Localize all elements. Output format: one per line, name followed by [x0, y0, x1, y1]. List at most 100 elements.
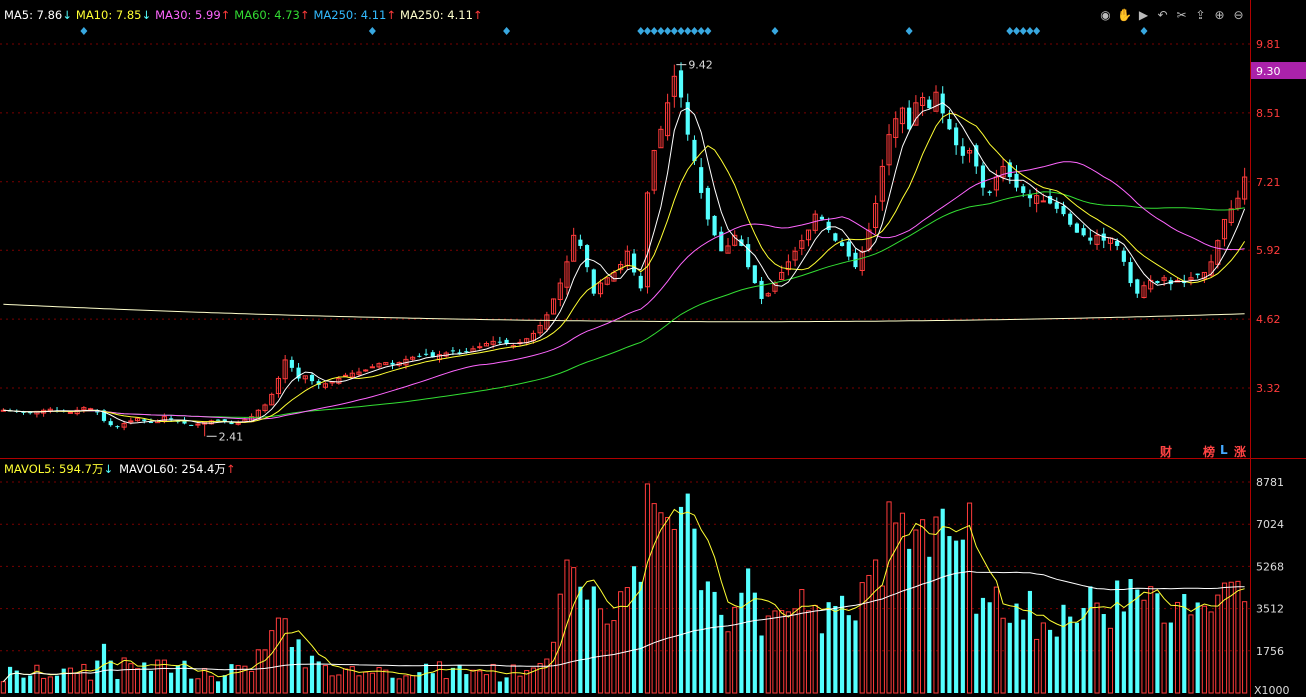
- volume-bar-up: [873, 559, 879, 694]
- volume-bar-up: [785, 611, 791, 694]
- volume-bar-down: [54, 675, 60, 693]
- candle-body-down: [169, 418, 174, 420]
- candle-body-up: [1201, 271, 1207, 280]
- volume-bar-down: [833, 605, 838, 693]
- candle-body-up: [1094, 234, 1100, 245]
- volume-bar-down: [289, 646, 294, 693]
- volume-bar-down: [1007, 622, 1012, 693]
- badge-1[interactable]: 榜: [1203, 445, 1216, 459]
- current-price-label: 9.30: [1256, 65, 1281, 78]
- volume-bar-down: [14, 670, 19, 693]
- candle-body-up: [88, 408, 94, 411]
- volume-bar-up: [893, 522, 899, 694]
- volume-bar-up: [1208, 611, 1214, 694]
- candle-body-down: [296, 367, 301, 379]
- volume-bar-up: [1201, 605, 1207, 694]
- candle-body-up: [920, 97, 926, 106]
- candle-body-up: [490, 340, 496, 345]
- volume-bar-up: [477, 670, 483, 694]
- volume-bar-up: [74, 672, 80, 694]
- candle-body-up: [665, 102, 671, 137]
- volume-bar-down: [222, 675, 227, 693]
- volume-bar-up: [155, 659, 161, 694]
- volume-bar-up: [1094, 602, 1100, 694]
- volume-bar-down: [1168, 622, 1173, 693]
- candle-body-down: [1061, 206, 1066, 215]
- ma60-line: [3, 191, 1245, 418]
- badge-0[interactable]: 财: [1160, 445, 1173, 459]
- candle-body-up: [282, 359, 288, 380]
- volume-bar-down: [739, 592, 744, 693]
- signal-marker: [503, 27, 511, 35]
- eye-icon[interactable]: ◉: [1100, 8, 1111, 22]
- volume-bar-down: [1088, 586, 1093, 693]
- candle-body-down: [826, 221, 831, 231]
- legend-arrow: ↑: [472, 8, 483, 22]
- volume-tick-label: 5268: [1256, 560, 1284, 573]
- volume-bar-down: [1128, 579, 1133, 693]
- scissors-icon[interactable]: ✂: [1176, 8, 1187, 22]
- candle-body-down: [1074, 223, 1079, 233]
- volume-bar-up: [1188, 614, 1194, 694]
- volume-bar-up: [302, 667, 308, 694]
- volume-bar-up: [67, 667, 74, 694]
- export-icon[interactable]: ⇪: [1195, 8, 1206, 22]
- hand-icon[interactable]: ✋: [1117, 8, 1132, 22]
- candle-body-down: [980, 165, 986, 188]
- price-tick-label: 4.62: [1256, 313, 1281, 326]
- volume-bar-up: [255, 649, 261, 694]
- volume-bar-up: [443, 678, 449, 694]
- candle-body-up: [161, 416, 167, 422]
- volume-bar-down: [678, 506, 684, 693]
- candle-body-down: [1047, 195, 1053, 204]
- candle-body-down: [1081, 228, 1086, 236]
- volume-bar-up: [269, 630, 275, 694]
- candle-body-up: [879, 165, 885, 202]
- candle-body-down: [390, 362, 395, 365]
- play-icon[interactable]: ▶: [1138, 8, 1149, 22]
- volume-bar-up: [0, 681, 6, 694]
- candle-body-down: [638, 275, 643, 289]
- candle-body-down: [450, 350, 455, 352]
- volume-bar-up: [732, 606, 738, 694]
- candle-body-down: [457, 352, 462, 355]
- zoom-in-icon[interactable]: ⊕: [1214, 8, 1225, 22]
- volume-bar-up: [510, 664, 516, 694]
- candle-body-up: [134, 417, 141, 422]
- candle-body-up: [1188, 277, 1194, 281]
- volume-bar-up: [242, 665, 248, 694]
- candle-body-up: [1208, 261, 1214, 276]
- volume-bar-down: [692, 528, 697, 693]
- candle-body-down: [578, 239, 583, 246]
- zoom-out-icon[interactable]: ⊖: [1233, 8, 1244, 22]
- volume-bar-up: [765, 615, 771, 694]
- candle-body-down: [1054, 202, 1059, 209]
- candle-body-down: [28, 412, 33, 414]
- volume-legend: MAVOL5: 594.7万↓ MAVOL60: 254.4万↑: [4, 461, 242, 477]
- volume-bar-down: [1061, 604, 1066, 693]
- undo-icon[interactable]: ↶: [1157, 8, 1168, 22]
- candle-body-up: [383, 362, 389, 366]
- legend-ma-3: MA60: 4.73: [234, 8, 300, 22]
- candle-body-up: [235, 422, 241, 425]
- candle-body-down: [229, 422, 234, 425]
- volume-bar-up: [1174, 601, 1181, 694]
- candle-body-down: [101, 410, 107, 421]
- price-tick-label: 8.51: [1256, 107, 1281, 120]
- volume-bar-down: [28, 675, 33, 693]
- volume-bar-up: [1228, 581, 1234, 694]
- candle-body-up: [899, 107, 906, 125]
- volume-bar-up: [899, 512, 906, 694]
- candle-body-up: [342, 374, 349, 377]
- volume-bar-up: [1221, 582, 1228, 694]
- volume-bar-down: [142, 662, 147, 693]
- volume-bar-up: [275, 617, 282, 694]
- badge-2[interactable]: L: [1220, 443, 1228, 457]
- candle-body-down: [631, 253, 637, 273]
- badge-3[interactable]: 涨: [1234, 445, 1247, 459]
- candle-body-up: [805, 229, 812, 241]
- signal-marker: [1026, 27, 1034, 35]
- candle-body-up: [356, 371, 362, 375]
- volume-bar-down: [1101, 614, 1106, 693]
